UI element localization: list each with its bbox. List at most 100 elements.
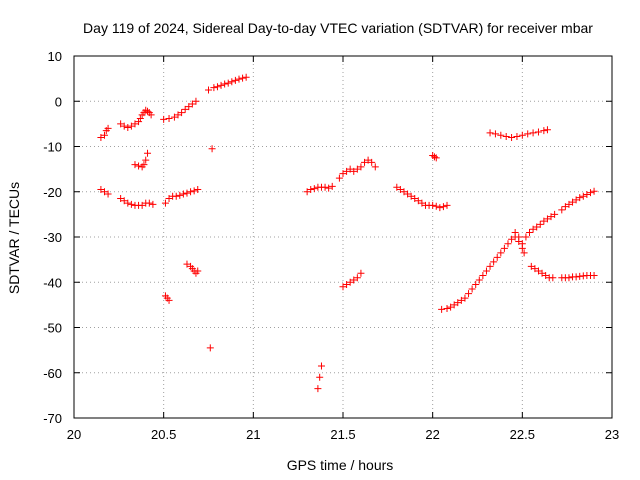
data-point	[188, 100, 196, 108]
data-point	[534, 267, 542, 275]
data-point	[565, 200, 573, 208]
data-point	[205, 86, 212, 94]
y-tick-label: -70	[43, 411, 62, 426]
data-point	[569, 198, 577, 206]
data-point	[140, 161, 148, 169]
data-point	[534, 128, 542, 136]
series-s23	[527, 262, 557, 282]
data-point	[400, 188, 408, 196]
data-point	[147, 111, 155, 119]
y-tick-label: 0	[55, 94, 62, 109]
data-point	[194, 185, 202, 193]
data-point	[543, 215, 551, 223]
data-point	[461, 294, 469, 302]
data-point	[176, 191, 184, 199]
data-marks	[97, 73, 598, 393]
data-point	[343, 281, 351, 289]
data-point	[430, 153, 438, 161]
series-s10	[161, 292, 173, 304]
data-point	[124, 123, 132, 131]
data-point	[396, 185, 404, 193]
data-point	[165, 114, 173, 122]
series-s14	[314, 362, 325, 393]
data-point	[100, 131, 108, 139]
data-point	[217, 81, 225, 89]
data-point	[165, 195, 173, 203]
data-point	[436, 204, 444, 212]
series-s1	[97, 124, 112, 141]
data-point	[443, 201, 451, 209]
data-point	[590, 271, 598, 279]
data-point	[346, 278, 354, 286]
data-point	[104, 124, 112, 132]
series-s12	[206, 344, 214, 352]
data-point	[558, 206, 566, 214]
series-s18	[429, 152, 440, 162]
data-point	[185, 103, 193, 111]
data-point	[479, 271, 487, 279]
data-point	[586, 189, 594, 197]
data-point	[572, 196, 580, 204]
x-tick-label: 20	[67, 427, 81, 442]
data-point	[368, 158, 376, 166]
data-point	[491, 130, 499, 138]
data-point	[192, 97, 200, 105]
data-point	[221, 80, 229, 88]
data-point	[136, 114, 144, 122]
data-point	[339, 283, 347, 291]
data-point	[549, 274, 557, 282]
grid	[74, 56, 612, 418]
data-point	[190, 187, 198, 195]
series-s22	[558, 187, 598, 214]
data-point	[97, 133, 105, 141]
x-tick-label: 22.5	[510, 427, 535, 442]
data-point	[527, 262, 535, 270]
data-point	[590, 187, 598, 195]
data-point	[183, 189, 191, 197]
data-point	[145, 199, 153, 207]
data-point	[543, 126, 551, 134]
data-point	[138, 201, 146, 209]
data-point	[117, 195, 125, 203]
data-point	[468, 285, 476, 293]
data-point	[393, 183, 401, 191]
series-s8	[161, 185, 202, 207]
data-point	[576, 194, 584, 202]
data-point	[497, 249, 505, 257]
series-s5	[131, 149, 152, 171]
data-point	[486, 129, 494, 137]
data-point	[335, 174, 343, 182]
data-point	[142, 106, 150, 114]
data-point	[172, 192, 180, 200]
x-tick-label: 23	[605, 427, 619, 442]
series-s17	[393, 183, 451, 212]
data-point	[228, 78, 236, 86]
series-s15	[335, 156, 379, 182]
series-s2	[117, 106, 155, 131]
data-point	[536, 220, 544, 228]
data-point	[339, 170, 347, 178]
data-point	[353, 165, 361, 173]
y-tick-label: -40	[43, 275, 62, 290]
data-point	[343, 167, 351, 175]
series-s4	[205, 73, 250, 94]
data-point	[135, 162, 143, 170]
data-point	[500, 244, 508, 252]
x-tick-label: 22	[425, 427, 439, 442]
data-point	[526, 228, 534, 236]
data-point	[407, 192, 415, 200]
data-point	[316, 373, 324, 381]
data-point	[529, 225, 537, 233]
data-point	[165, 296, 173, 304]
y-tick-label: -50	[43, 321, 62, 336]
data-point	[224, 79, 232, 87]
data-point	[350, 276, 358, 284]
data-point	[144, 149, 152, 157]
data-point	[161, 199, 169, 207]
data-point	[547, 213, 555, 221]
data-point	[346, 165, 354, 173]
data-point	[142, 156, 150, 164]
data-point	[508, 235, 516, 243]
data-point	[432, 154, 440, 162]
